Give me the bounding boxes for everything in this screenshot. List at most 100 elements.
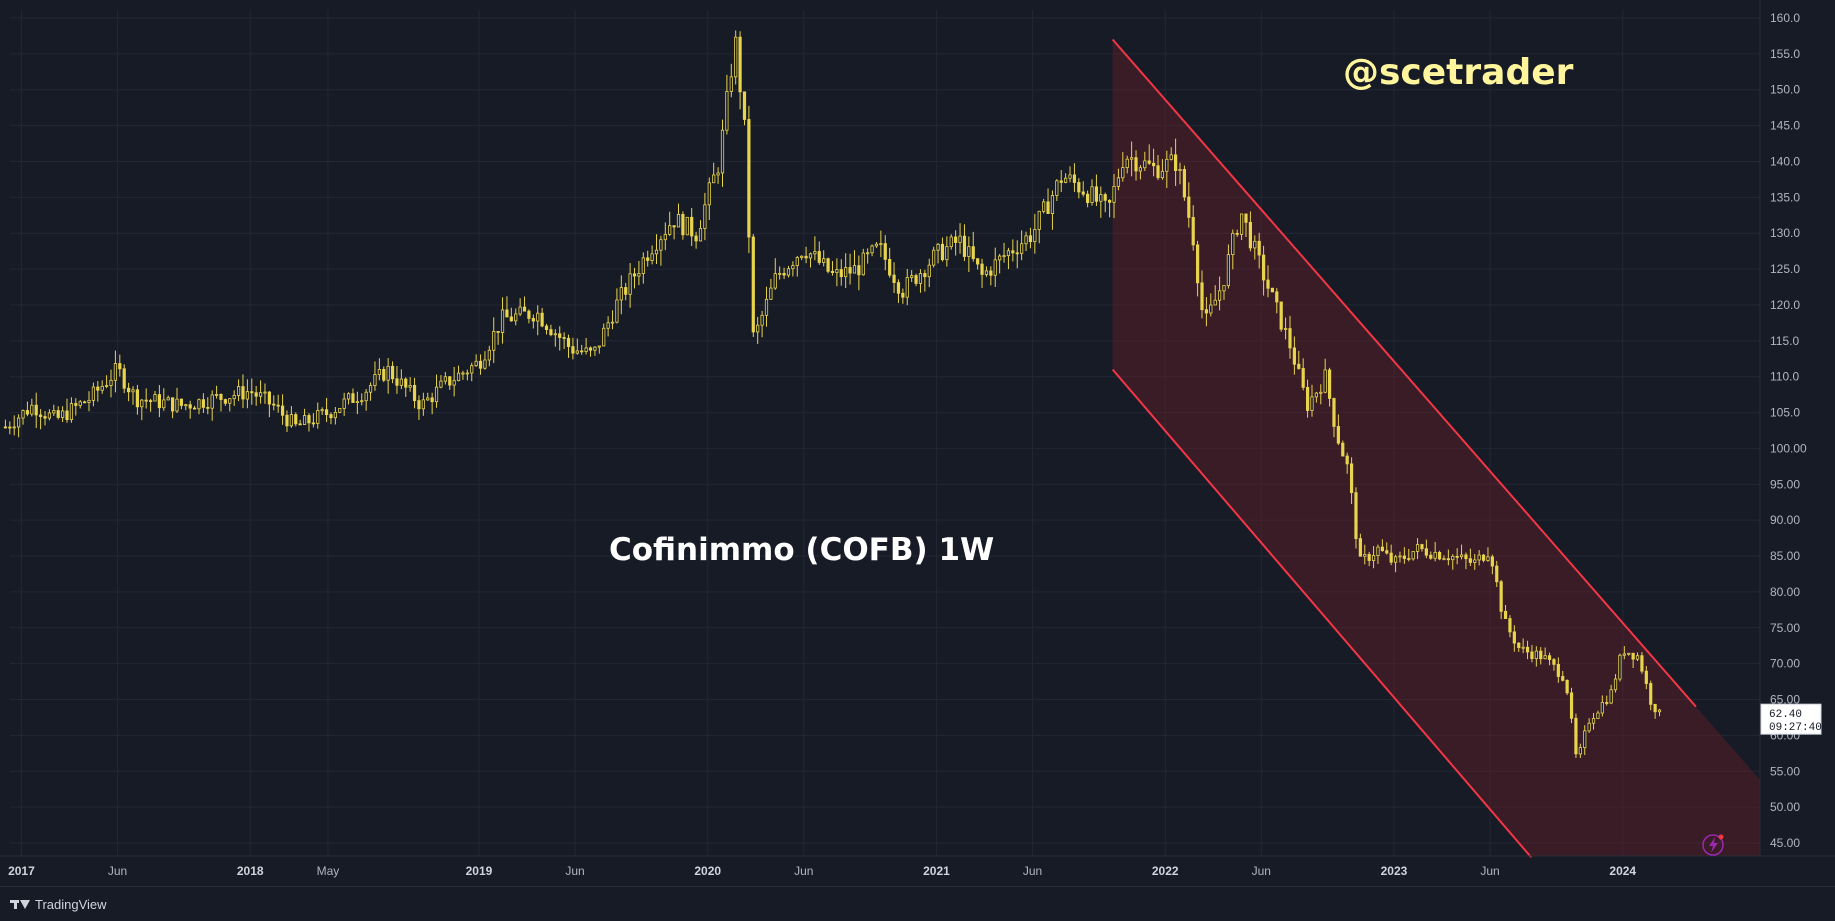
time-axis-label: May (317, 864, 340, 878)
candle-body (197, 399, 201, 410)
candle-body (945, 246, 949, 261)
candle-body (1653, 703, 1657, 713)
channel-shade (1112, 39, 1760, 857)
candle-body (236, 386, 241, 396)
candle-body (113, 363, 118, 381)
candle-body (74, 403, 78, 406)
candle-body (901, 292, 905, 298)
candle-body (628, 273, 632, 295)
candle-body (294, 414, 298, 425)
candle-body (1125, 158, 1129, 168)
notification-dot-icon (1718, 834, 1724, 840)
candle-body (470, 365, 474, 374)
candle-body (1596, 712, 1600, 719)
candle-body (87, 399, 91, 403)
candle-body (1525, 646, 1530, 653)
candle-body (500, 309, 505, 333)
candle-body (61, 410, 65, 418)
candle-body (905, 277, 909, 298)
candle-body (1028, 235, 1033, 242)
candle-body (1429, 554, 1433, 559)
candle-body (602, 327, 606, 347)
last-price-box (1760, 703, 1822, 735)
time-axis-label: 2020 (694, 864, 721, 878)
candle-body (734, 36, 738, 78)
candle-body (1517, 642, 1521, 648)
candle-body (1605, 702, 1609, 704)
candle-body (492, 331, 496, 351)
channel-upper-line[interactable] (1111, 38, 1697, 708)
candle-body (8, 426, 12, 429)
candle-body (756, 324, 760, 333)
candle-body (206, 407, 210, 409)
candle-body (228, 398, 232, 404)
candle-body (456, 372, 461, 381)
candle-body (1332, 398, 1336, 427)
candle-body (1402, 555, 1406, 559)
candle-body (1086, 193, 1090, 204)
candle-body (346, 393, 351, 400)
price-axis-label: 95.00 (1770, 477, 1800, 491)
candle-body (690, 216, 694, 237)
candle-body (1336, 426, 1340, 444)
candle-body (918, 273, 923, 284)
candle-body (52, 410, 56, 414)
candle-body (518, 306, 522, 315)
candle-body (1187, 196, 1191, 218)
bar-countdown-label: 09:27:40 (1769, 722, 1822, 734)
candle-body (1200, 282, 1204, 311)
candle-body (786, 268, 791, 276)
candle-body (157, 394, 161, 409)
candle-body (1301, 368, 1305, 388)
candle-body (162, 399, 166, 409)
candle-body (936, 243, 940, 251)
candle-body (932, 249, 936, 266)
candle-body (527, 310, 531, 319)
candle-body (1503, 610, 1508, 620)
price-axis-label: 75.00 (1770, 621, 1800, 635)
channel-lower-line[interactable] (1111, 368, 1533, 858)
candle-body (1037, 210, 1041, 230)
candle-body (1569, 692, 1574, 719)
time-axis-label: Jun (108, 864, 127, 878)
tradingview-brand[interactable]: TradingView (10, 897, 107, 912)
lightning-icon[interactable] (1702, 834, 1724, 856)
candle-body (1543, 655, 1547, 660)
candle-body (954, 236, 958, 243)
candle-body (307, 415, 311, 424)
candle-body (505, 309, 509, 318)
time-axis-label: Jun (1023, 864, 1042, 878)
candle-body (1552, 659, 1556, 665)
candle-body (989, 270, 993, 276)
candle-body (769, 287, 773, 300)
candle-body (654, 249, 659, 255)
candle-body (34, 404, 38, 416)
candle-body (641, 257, 645, 274)
candle-body (549, 329, 553, 336)
candle-body (782, 272, 786, 276)
time-axis-label: 2023 (1381, 864, 1408, 878)
candle-body (276, 404, 280, 407)
candle-body (144, 399, 148, 402)
candle-body (808, 253, 813, 259)
candle-body (1156, 165, 1160, 179)
candle-body (817, 251, 821, 263)
candle-body (1275, 291, 1279, 303)
candle-body (3, 426, 8, 429)
candle-body (1090, 186, 1094, 204)
candle-body (421, 399, 425, 410)
candle-body (188, 404, 192, 409)
candle-body (65, 410, 69, 421)
candle-body (830, 270, 835, 273)
candle-body (1578, 747, 1582, 755)
chart-canvas[interactable]: 160.0 155.0 150.0 145.0 140.0 135.0 130.0 125.0… (0, 0, 1835, 886)
candle-body (483, 359, 487, 369)
candle-body (439, 380, 443, 388)
candle-body (703, 204, 707, 229)
candle-body (324, 409, 329, 415)
candle-body (1130, 157, 1134, 160)
candle-body (1376, 546, 1380, 556)
price-axis-label: 160.0 (1770, 11, 1800, 25)
candle-body (1600, 702, 1604, 714)
